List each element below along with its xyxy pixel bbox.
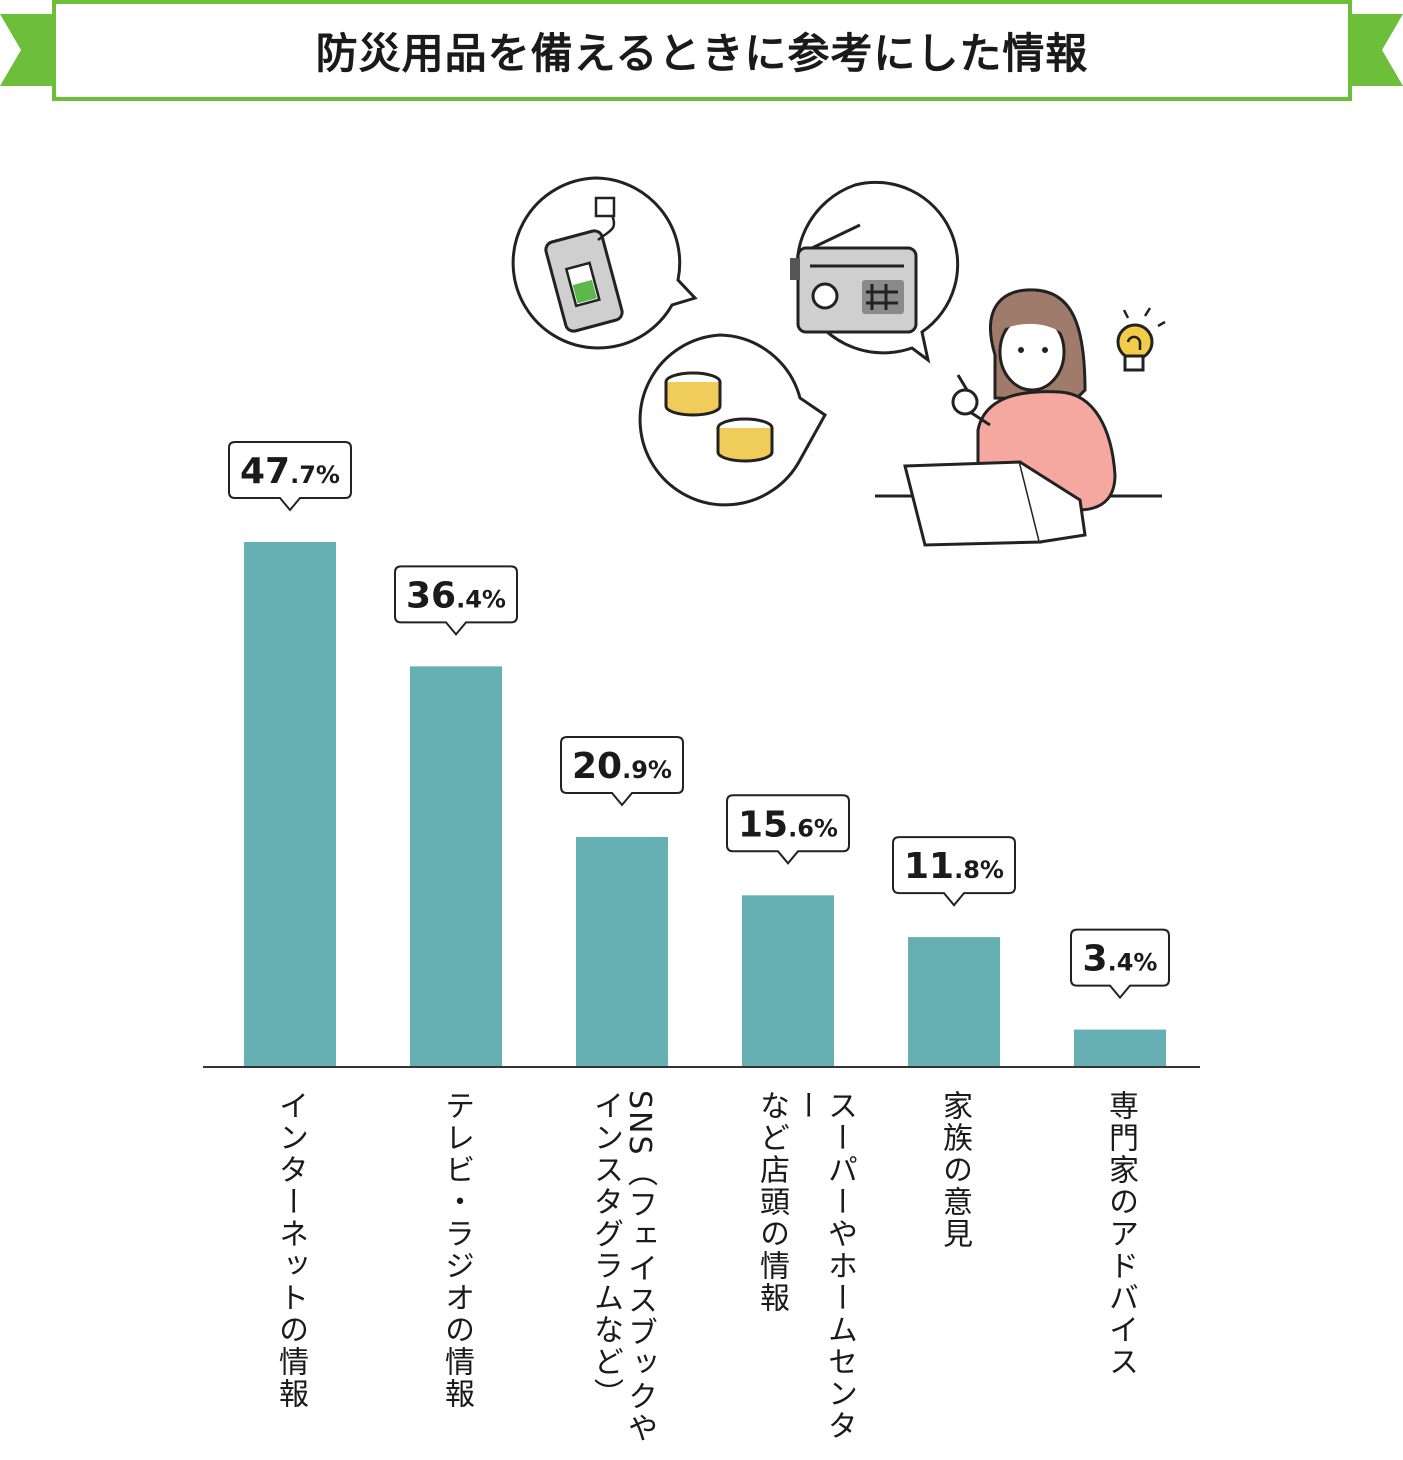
chart-title: 防災用品を備えるときに参考にした情報 [315, 29, 1089, 78]
woman-with-laptop-icon [875, 288, 1162, 547]
category-label-1: インターネットの情報 [273, 1090, 308, 1410]
bar-3 [576, 836, 668, 1067]
data-label-6: 3.4% [1083, 939, 1158, 980]
data-label-3: 20.9% [572, 746, 672, 787]
category-label-5: 家族の意見 [937, 1090, 972, 1250]
category-label-3: SNS（フェイスブックや インスタグラムなど） [588, 1090, 657, 1445]
data-label-2: 36.4% [406, 575, 506, 616]
value-callout: 15.6% [726, 794, 850, 865]
data-label-1: 47.7% [240, 451, 340, 492]
bar-4 [742, 895, 834, 1067]
data-label-4: 15.6% [738, 804, 838, 845]
value-callout: 3.4% [1070, 928, 1170, 1000]
category-label-2: テレビ・ラジオの情報 [439, 1090, 474, 1410]
illustration [511, 176, 1166, 547]
bar-6 [1074, 1029, 1166, 1067]
canned-food-icon [638, 333, 827, 507]
category-label-6: 専門家のアドバイス [1103, 1090, 1138, 1378]
value-callout: 11.8% [892, 836, 1016, 907]
title-banner: 防災用品を備えるときに参考にした情報 [52, 0, 1352, 101]
data-label-5: 11.8% [904, 846, 1004, 887]
value-callout: 36.4% [394, 565, 518, 636]
category-label-4: スーパーやホームセンター など店頭の情報 [754, 1090, 857, 1442]
bar-1 [244, 542, 336, 1067]
lightbulb-icon [1116, 307, 1166, 372]
value-callout: 20.9% [560, 735, 684, 807]
bar-2 [410, 666, 502, 1067]
radio-icon [790, 180, 960, 364]
power-bank-icon [511, 176, 698, 350]
value-callout: 47.7% [228, 441, 352, 512]
bar-5 [908, 937, 1000, 1067]
